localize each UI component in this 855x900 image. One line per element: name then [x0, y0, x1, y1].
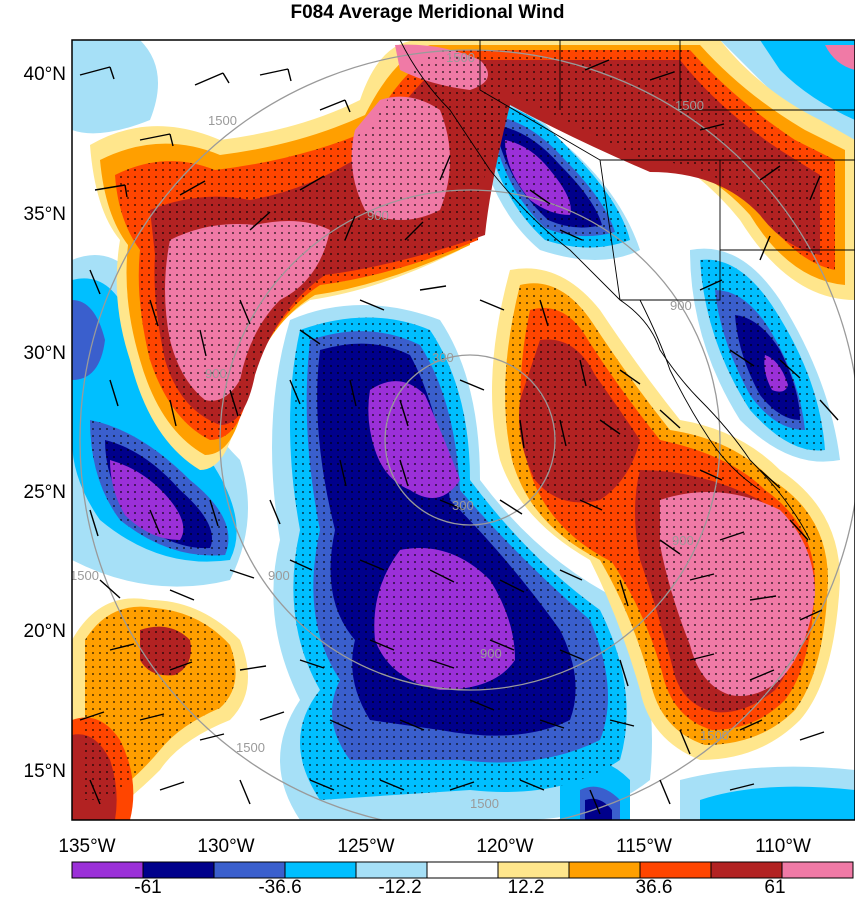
ring-label-900b: 900	[670, 298, 692, 313]
ring-label-900f: 900	[268, 568, 290, 583]
ring-label-900d: 900	[205, 366, 227, 381]
lat-label-35: 35°N	[24, 204, 66, 225]
ring-label-900c: 900	[480, 646, 502, 661]
coastline	[399, 40, 855, 541]
colorbar-swatch	[284, 861, 357, 879]
colorbar-swatch	[142, 861, 215, 879]
ring-label-300b: 300	[452, 498, 474, 513]
colorbar-label-1: -61	[134, 877, 161, 898]
lat-label-20: 20°N	[24, 621, 66, 642]
colorbar-swatch	[426, 861, 499, 879]
wind-field: 300 300 900 900 900 900 900 900 1500 150…	[70, 40, 855, 820]
lon-label-130: 130°W	[197, 836, 254, 857]
colorbar-swatch	[355, 861, 428, 879]
lon-label-110: 110°W	[755, 836, 811, 857]
colorbar-label-6: 61	[764, 877, 785, 898]
ring-label-900a: 900	[367, 208, 389, 223]
ring-label-1500g: 1500	[700, 728, 729, 743]
ring-label-1500e: 1500	[236, 740, 265, 755]
colorbar-label-2: -36.6	[258, 877, 301, 898]
range-rings	[79, 49, 855, 820]
map-title: F084 Average Meridional Wind	[290, 2, 565, 23]
lat-label-15: 15°N	[24, 761, 66, 782]
lon-label-115: 115°W	[616, 836, 672, 857]
ring-label-900e: 900	[672, 533, 694, 548]
colorbar-swatch	[710, 861, 783, 879]
lon-label-135: 135°W	[58, 836, 115, 857]
colorbar-swatch	[213, 861, 286, 879]
ring-label-1500d: 1500	[70, 568, 99, 583]
colorbar-swatch	[568, 861, 641, 879]
colorbar-label-3: -12.2	[378, 877, 421, 898]
longitude-axis: 135°W 130°W 125°W 120°W 115°W 110°W	[58, 836, 811, 857]
ring-label-1500f: 1500	[470, 796, 499, 811]
wind-barbs	[79, 59, 839, 815]
lon-label-125: 125°W	[337, 836, 394, 857]
colorbar-swatch	[781, 861, 854, 879]
colorbar	[71, 861, 854, 879]
colorbar-swatch	[71, 861, 144, 879]
map-frame	[71, 39, 855, 821]
ring-label-300a: 300	[432, 350, 454, 365]
colorbar-label-4: 12.2	[508, 877, 545, 898]
colorbar-swatch	[639, 861, 712, 879]
lat-label-25: 25°N	[24, 482, 66, 503]
colorbar-swatch	[497, 861, 570, 879]
ring-label-1500a: 1500	[208, 113, 237, 128]
colorbar-labels: -61 -36.6 -12.2 12.2 36.6 61	[134, 877, 785, 898]
colorbar-label-5: 36.6	[636, 877, 673, 898]
latitude-axis: 40°N 35°N 30°N 25°N 20°N 15°N	[24, 64, 66, 782]
lat-label-40: 40°N	[24, 64, 66, 85]
ring-label-1500b: 1500	[446, 50, 475, 65]
lat-label-30: 30°N	[24, 343, 66, 364]
lon-label-120: 120°W	[476, 836, 533, 857]
ring-label-1500c: 1500	[675, 98, 704, 113]
